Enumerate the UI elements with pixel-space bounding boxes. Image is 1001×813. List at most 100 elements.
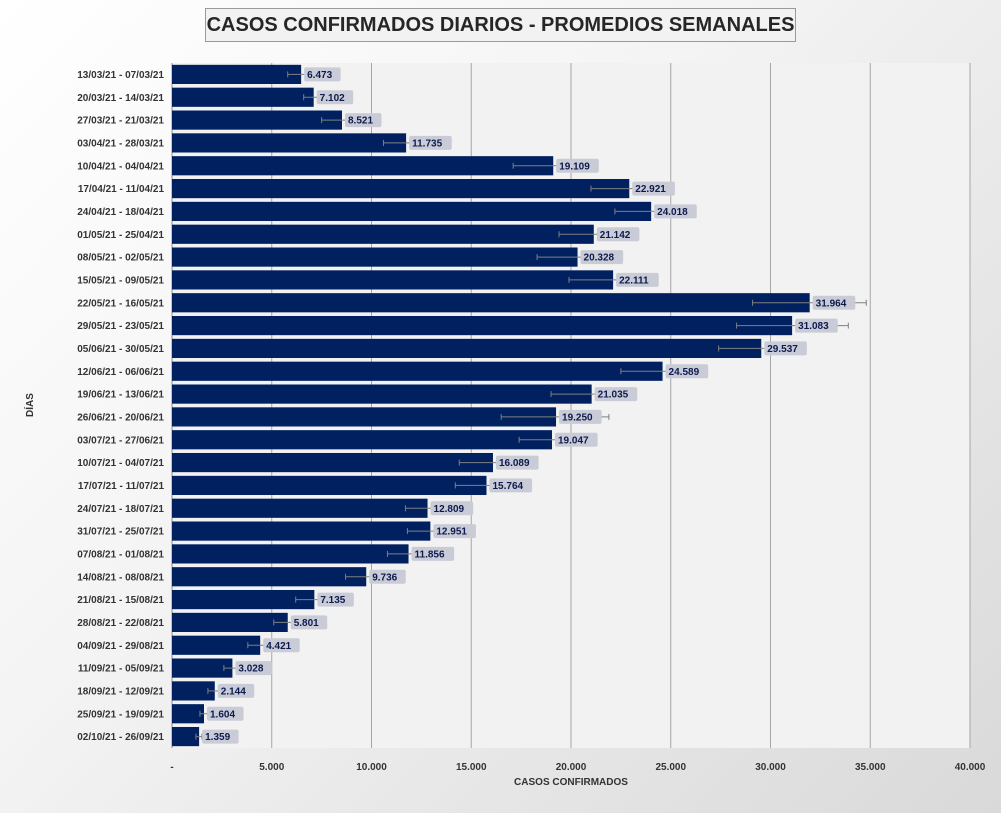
data-label: 22.111 — [619, 275, 649, 286]
data-label-bg — [217, 683, 255, 698]
data-label-bg — [409, 135, 452, 150]
data-label-bg — [433, 524, 476, 539]
bar — [172, 156, 554, 176]
data-label-bg — [489, 478, 533, 493]
bar — [172, 658, 233, 678]
bar — [172, 178, 630, 199]
bar — [172, 293, 810, 313]
data-label: 16.089 — [499, 458, 530, 469]
data-label: 11.735 — [412, 138, 442, 149]
bar — [172, 133, 407, 153]
data-label-bg — [202, 729, 239, 744]
data-label: 7.102 — [320, 93, 345, 104]
x-tick-label: 35.000 — [855, 762, 886, 773]
data-label-bg — [344, 113, 382, 128]
bar — [172, 430, 552, 450]
x-tick-label: 25.000 — [655, 762, 686, 773]
bar — [172, 681, 215, 701]
bar — [172, 567, 367, 587]
data-label: 2.144 — [221, 686, 246, 697]
data-label-bg — [235, 661, 272, 676]
data-label: 1.604 — [210, 709, 235, 720]
data-label: 21.142 — [600, 230, 631, 241]
category-label: 27/03/21 - 21/03/21 — [77, 116, 164, 127]
bar — [172, 224, 594, 244]
data-label: 22.921 — [635, 184, 666, 195]
bar — [172, 704, 204, 724]
bar — [172, 635, 261, 655]
data-labels-group: 6.473 7.102 8.521 11.735 19.109 22.921 24.018 2… — [202, 67, 856, 744]
bar — [172, 475, 487, 496]
data-label: 6.473 — [307, 70, 332, 81]
bar — [172, 201, 652, 222]
x-tick-label: 5.000 — [259, 762, 284, 773]
category-label: 11/09/21 - 05/09/21 — [78, 664, 165, 675]
category-label: 17/07/21 - 11/07/21 — [78, 481, 165, 492]
x-tick-label: - — [170, 762, 173, 773]
category-label: 04/09/21 - 29/08/21 — [77, 641, 164, 652]
data-label: 19.109 — [559, 161, 590, 172]
data-label: 4.421 — [266, 641, 291, 652]
category-label: 29/05/21 - 23/05/21 — [77, 321, 164, 332]
data-label-bg — [632, 181, 675, 196]
bar — [172, 247, 578, 267]
bar — [172, 612, 288, 633]
bar — [172, 498, 428, 518]
data-label: 31.083 — [798, 321, 829, 332]
data-label: 24.589 — [669, 367, 700, 378]
data-label-bg — [554, 432, 598, 447]
data-label-bg — [764, 341, 807, 356]
category-label: 26/06/21 - 20/06/21 — [77, 412, 164, 423]
data-label: 29.537 — [767, 344, 798, 355]
data-label-bg — [795, 318, 838, 333]
category-label: 02/10/21 - 26/09/21 — [77, 732, 164, 743]
x-tick-label: 15.000 — [456, 762, 487, 773]
category-label: 25/09/21 - 19/09/21 — [77, 709, 164, 720]
data-label: 19.047 — [558, 435, 589, 446]
bar — [172, 384, 592, 404]
data-label-bg — [616, 272, 659, 287]
data-label: 12.809 — [434, 504, 465, 515]
data-label: 5.801 — [294, 618, 319, 629]
bar — [172, 521, 431, 541]
chart-title: CASOS CONFIRMADOS DIARIOS - PROMEDIOS SE… — [205, 8, 796, 42]
category-label: 12/06/21 - 06/06/21 — [77, 367, 164, 378]
bar — [172, 110, 342, 130]
category-label: 21/08/21 - 15/08/21 — [77, 595, 164, 606]
category-label: 07/08/21 - 01/08/21 — [77, 549, 164, 560]
data-label-bg — [430, 501, 474, 516]
category-label: 10/07/21 - 04/07/21 — [77, 458, 164, 469]
data-label: 31.964 — [816, 298, 847, 309]
x-tick-label: 30.000 — [755, 762, 786, 773]
data-label-bg — [369, 569, 406, 584]
bar — [172, 544, 409, 564]
category-label: 10/04/21 - 04/04/21 — [77, 161, 164, 172]
data-label-bg — [665, 364, 709, 379]
y-axis-title: DÍAS — [23, 393, 36, 417]
data-label-bg — [304, 67, 341, 82]
data-label: 9.736 — [372, 572, 397, 583]
data-label: 1.359 — [205, 732, 230, 743]
data-label-bg — [654, 204, 697, 219]
category-label: 22/05/21 - 16/05/21 — [77, 298, 164, 309]
data-label-bg — [556, 158, 599, 173]
data-label-bg — [290, 615, 328, 630]
category-labels-group: 13/03/21 - 07/03/21 20/03/21 - 14/03/21 27… — [77, 70, 164, 743]
data-label-bg — [559, 409, 602, 424]
category-label: 08/05/21 - 02/05/21 — [77, 253, 164, 264]
bar — [172, 407, 557, 427]
category-label: 03/07/21 - 27/06/21 — [77, 435, 164, 446]
x-tick-label: 10.000 — [356, 762, 387, 773]
category-label: 05/06/21 - 30/05/21 — [77, 344, 164, 355]
data-label: 11.856 — [415, 549, 445, 560]
x-tick-labels-group: - 5.000 10.000 15.000 20.000 25.000 30.000 35.0… — [170, 762, 985, 773]
bar — [172, 726, 200, 747]
category-label: 15/05/21 - 09/05/21 — [77, 275, 164, 286]
data-label-bg — [411, 546, 455, 561]
data-label-bg — [317, 592, 354, 607]
gridlines — [171, 63, 971, 748]
data-label: 7.135 — [320, 595, 345, 606]
data-label: 19.250 — [562, 412, 593, 423]
data-label: 15.764 — [492, 481, 523, 492]
